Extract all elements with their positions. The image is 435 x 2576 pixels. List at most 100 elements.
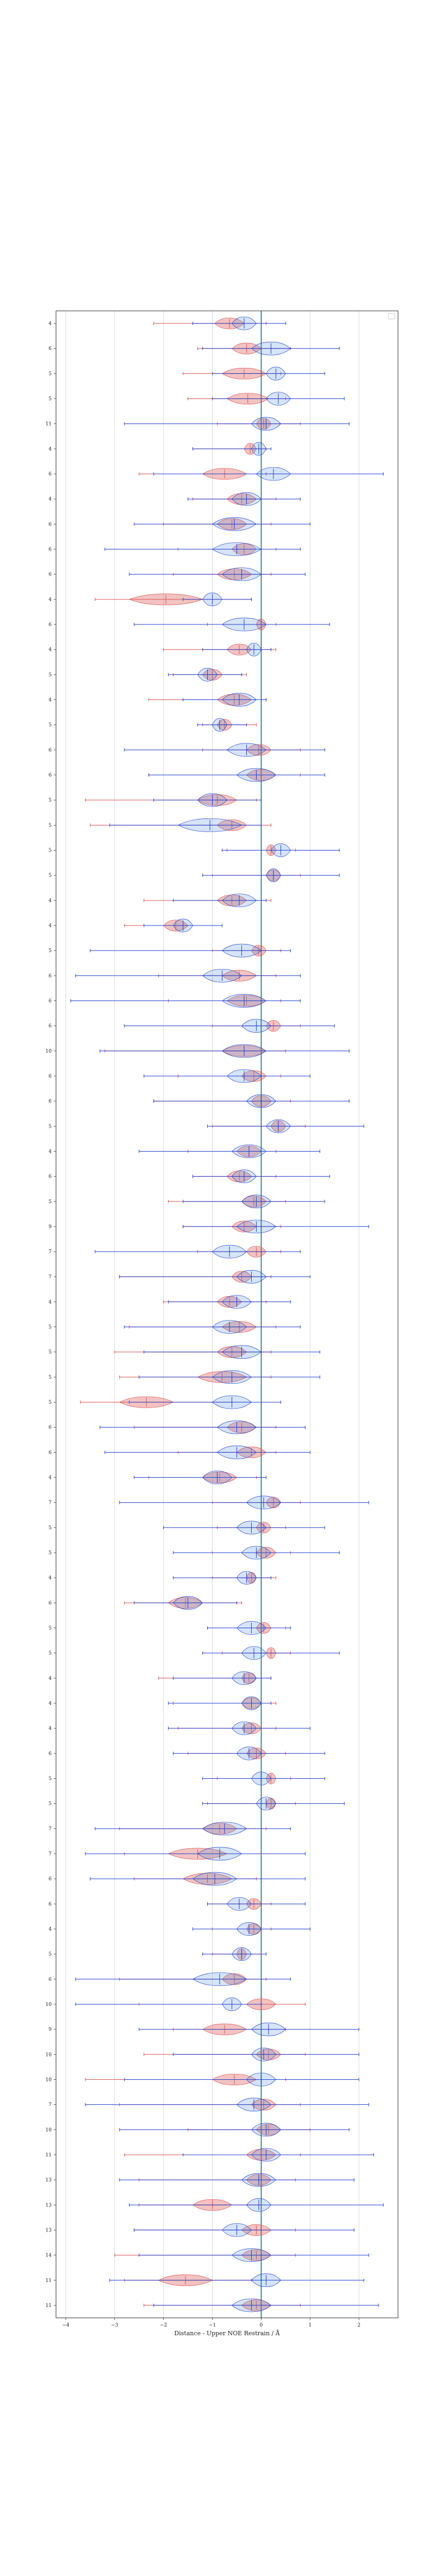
- y-tick-label: 10: [46, 2052, 52, 2058]
- y-tick-label: 4: [48, 1575, 52, 1581]
- blue-violin: [144, 1069, 310, 1083]
- y-tick-label: 5: [48, 1802, 52, 1807]
- blue-violin: [139, 2248, 369, 2262]
- blue-violin: [134, 617, 330, 632]
- blue-violin: [124, 1320, 301, 1334]
- blue-violin: [168, 1721, 310, 1735]
- blue-violin: [119, 1270, 310, 1284]
- y-tick-label: 13: [46, 2203, 52, 2208]
- blue-violin: [212, 367, 325, 380]
- blue-violin: [144, 1345, 320, 1359]
- y-tick-label: 4: [48, 647, 52, 653]
- y-tick-label: 5: [48, 672, 52, 678]
- y-tick-label: 6: [48, 1450, 52, 1455]
- y-tick-label: 4: [48, 597, 52, 603]
- blue-violin: [183, 1220, 369, 1234]
- blue-violin: [85, 1847, 306, 1861]
- y-tick-label: 5: [48, 397, 52, 402]
- y-tick-label: 6: [48, 547, 52, 553]
- blue-violin: [202, 642, 271, 656]
- blue-violin: [129, 567, 306, 582]
- y-tick-label: 6: [48, 472, 52, 477]
- y-tick-label: 5: [48, 1199, 52, 1205]
- y-tick-label: 4: [48, 923, 52, 929]
- y-tick-label: 5: [48, 1124, 52, 1129]
- blue-violin: [202, 1947, 266, 1961]
- blue-violin: [100, 1044, 350, 1058]
- blue-violin: [75, 968, 301, 983]
- blue-violin: [119, 1496, 369, 1510]
- y-tick-label: 4: [48, 497, 52, 502]
- x-tick-label: 0: [260, 2323, 263, 2328]
- y-tick-label: 11: [46, 2303, 52, 2309]
- blue-violin: [109, 818, 262, 832]
- blue-violin: [119, 2123, 350, 2137]
- y-tick-label: 6: [48, 1099, 52, 1104]
- y-tick-label: 5: [48, 798, 52, 803]
- blue-violin: [197, 718, 247, 732]
- x-tick-label: −2: [160, 2323, 167, 2328]
- blue-violin: [192, 1170, 330, 1183]
- blue-violin: [192, 316, 286, 330]
- blue-violin: [183, 693, 266, 706]
- y-tick-label: 5: [48, 1525, 52, 1531]
- x-tick-label: 1: [308, 2323, 312, 2328]
- y-tick-label: 11: [46, 422, 52, 427]
- blue-violin: [202, 1772, 325, 1785]
- blue-violin: [202, 1797, 345, 1811]
- y-tick-label: 9: [48, 2027, 52, 2033]
- y-tick-label: 14: [46, 2253, 52, 2259]
- blue-violin: [119, 2173, 355, 2187]
- blue-violin: [173, 1571, 271, 1585]
- grid-layer: [65, 311, 359, 2318]
- x-tick-labels: −4 −3 −2 −1 0 1 2: [62, 2318, 361, 2328]
- blue-violin: [183, 1195, 325, 1209]
- y-tick-label: 6: [48, 1877, 52, 1882]
- y-tick-label: 6: [48, 1977, 52, 1983]
- blue-violin: [168, 1696, 271, 1710]
- blue-violin: [192, 442, 271, 456]
- y-tick-label: 10: [46, 2002, 52, 2008]
- blue-violin: [202, 1646, 340, 1660]
- blue-violin: [173, 1746, 325, 1760]
- y-tick-label: 6: [48, 998, 52, 1004]
- blue-violin: [134, 1471, 266, 1484]
- y-tick-label: 4: [48, 321, 52, 327]
- y-tick-label: 4: [48, 698, 52, 703]
- blue-violin: [153, 467, 384, 481]
- y-tick-label: 6: [48, 622, 52, 628]
- y-tick-label: 6: [48, 1074, 52, 1079]
- y-tick-label: 5: [48, 873, 52, 879]
- blue-violin: [139, 2022, 359, 2036]
- blue-violin: [129, 1395, 281, 1409]
- y-tick-label: 7: [48, 1852, 52, 1857]
- blue-violin: [168, 667, 242, 681]
- y-tick-label: 5: [48, 948, 52, 954]
- y-tick-label: 5: [48, 848, 52, 853]
- blue-violin: [95, 1822, 291, 1836]
- blue-violin: [202, 868, 340, 883]
- y-tick-label: 11: [46, 2153, 52, 2158]
- blue-violin: [104, 1446, 310, 1459]
- blue-violin: [153, 793, 262, 807]
- plot-frame: [55, 310, 399, 2318]
- blue-violin: [90, 1872, 306, 1886]
- blue-violin: [90, 943, 291, 958]
- y-tick-label: 13: [46, 2228, 52, 2233]
- blue-violin: [153, 1094, 350, 1108]
- blue-violin: [212, 392, 345, 405]
- blue-violin: [148, 768, 325, 782]
- y-tick-label: 4: [48, 1475, 52, 1481]
- blue-violin: [163, 1521, 325, 1535]
- y-tick-label: 4: [48, 1927, 52, 1932]
- y-tick-label: 5: [48, 1350, 52, 1355]
- y-tick-label: 6: [48, 973, 52, 979]
- y-tick-label: 6: [48, 1174, 52, 1180]
- blue-violin: [139, 1145, 320, 1158]
- y-tick-label: 5: [48, 1952, 52, 1958]
- blue-violin: [109, 2273, 364, 2287]
- y-tick-label: 13: [46, 2178, 52, 2183]
- blue-violin: [207, 1119, 364, 1133]
- x-tick-label: −4: [62, 2323, 70, 2328]
